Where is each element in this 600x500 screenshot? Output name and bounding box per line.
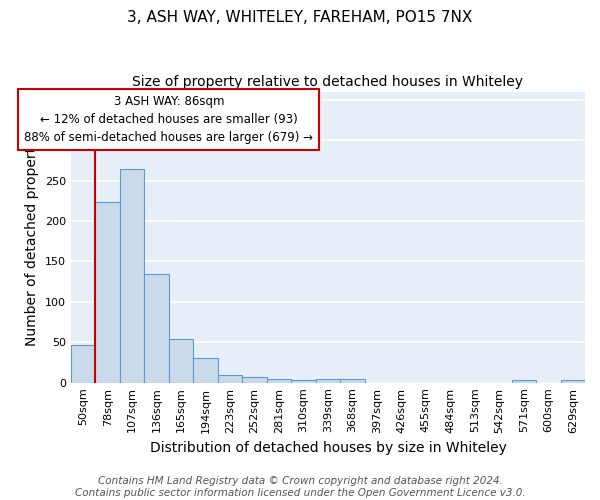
Bar <box>71 344 95 383</box>
Bar <box>242 377 267 382</box>
Title: Size of property relative to detached houses in Whiteley: Size of property relative to detached ho… <box>133 75 523 89</box>
Bar <box>218 374 242 382</box>
Bar <box>120 169 145 382</box>
Y-axis label: Number of detached properties: Number of detached properties <box>25 128 40 346</box>
Text: 3 ASH WAY: 86sqm
← 12% of detached houses are smaller (93)
88% of semi-detached : 3 ASH WAY: 86sqm ← 12% of detached house… <box>25 96 313 144</box>
Bar <box>316 380 340 382</box>
Bar <box>267 380 291 382</box>
Text: 3, ASH WAY, WHITELEY, FAREHAM, PO15 7NX: 3, ASH WAY, WHITELEY, FAREHAM, PO15 7NX <box>127 10 473 25</box>
Bar <box>145 274 169 382</box>
Bar <box>512 380 536 382</box>
Bar <box>193 358 218 382</box>
Bar <box>340 380 365 382</box>
Bar <box>169 339 193 382</box>
Bar <box>291 380 316 382</box>
X-axis label: Distribution of detached houses by size in Whiteley: Distribution of detached houses by size … <box>149 441 506 455</box>
Text: Contains HM Land Registry data © Crown copyright and database right 2024.
Contai: Contains HM Land Registry data © Crown c… <box>74 476 526 498</box>
Bar <box>95 202 120 382</box>
Bar <box>560 380 585 382</box>
